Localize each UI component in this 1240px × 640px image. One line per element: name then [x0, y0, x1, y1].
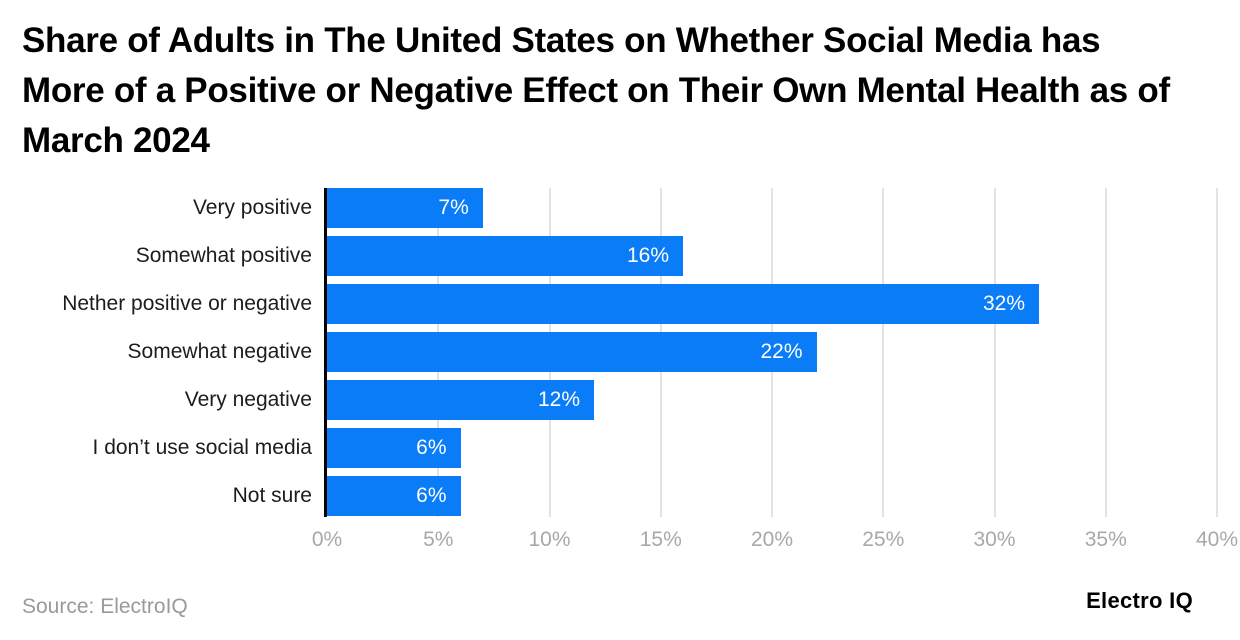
x-tick-label: 30%	[973, 528, 1016, 551]
x-tick-label: 0%	[311, 528, 343, 551]
category-label: Very positive	[192, 196, 312, 219]
brand-logo: Electro IQ	[1086, 588, 1193, 613]
bar: 16%	[327, 236, 683, 276]
x-tick-label: 35%	[1084, 528, 1127, 551]
x-tick-label: 15%	[639, 528, 682, 551]
gridline	[1104, 188, 1107, 517]
bar-value-label: 7%	[438, 196, 469, 219]
y-axis-line	[324, 188, 327, 517]
bar-value-label: 6%	[416, 436, 447, 459]
x-tick-label: 25%	[862, 528, 905, 551]
bar-value-label: 16%	[626, 244, 669, 267]
bar-value-label: 32%	[982, 292, 1025, 315]
bar: 32%	[327, 284, 1039, 324]
bar-chart: Very positive 7% Somewhat positive 16% Nethe…	[0, 188, 1240, 568]
x-tick-label: 5%	[423, 528, 454, 551]
category-label: Somewhat negative	[127, 340, 312, 363]
bar: 7%	[327, 188, 483, 228]
bar: 6%	[327, 476, 461, 516]
category-label: Somewhat positive	[135, 244, 312, 267]
gridline	[993, 188, 996, 517]
chart-title: Share of Adults in The United States on …	[22, 21, 1170, 160]
category-label: I don’t use social media	[92, 436, 312, 459]
category-label: Nether positive or negative	[62, 292, 312, 315]
bar: 12%	[327, 380, 594, 420]
gridline	[1216, 188, 1218, 517]
bar-value-label: 6%	[416, 484, 447, 507]
source-text: Source: ElectroIQ	[22, 595, 188, 618]
bar: 22%	[327, 332, 817, 372]
x-tick-label: 40%	[1195, 528, 1239, 551]
bar-value-label: 22%	[760, 340, 803, 363]
footer: Source: ElectroIQ Electro IQ	[22, 588, 1193, 619]
category-label: Very negative	[184, 388, 312, 411]
gridline	[882, 188, 885, 517]
x-tick-label: 10%	[528, 528, 571, 551]
category-label: Not sure	[232, 484, 312, 507]
bar: 6%	[327, 428, 461, 468]
x-tick-label: 20%	[750, 528, 794, 551]
bar-value-label: 12%	[537, 388, 580, 411]
